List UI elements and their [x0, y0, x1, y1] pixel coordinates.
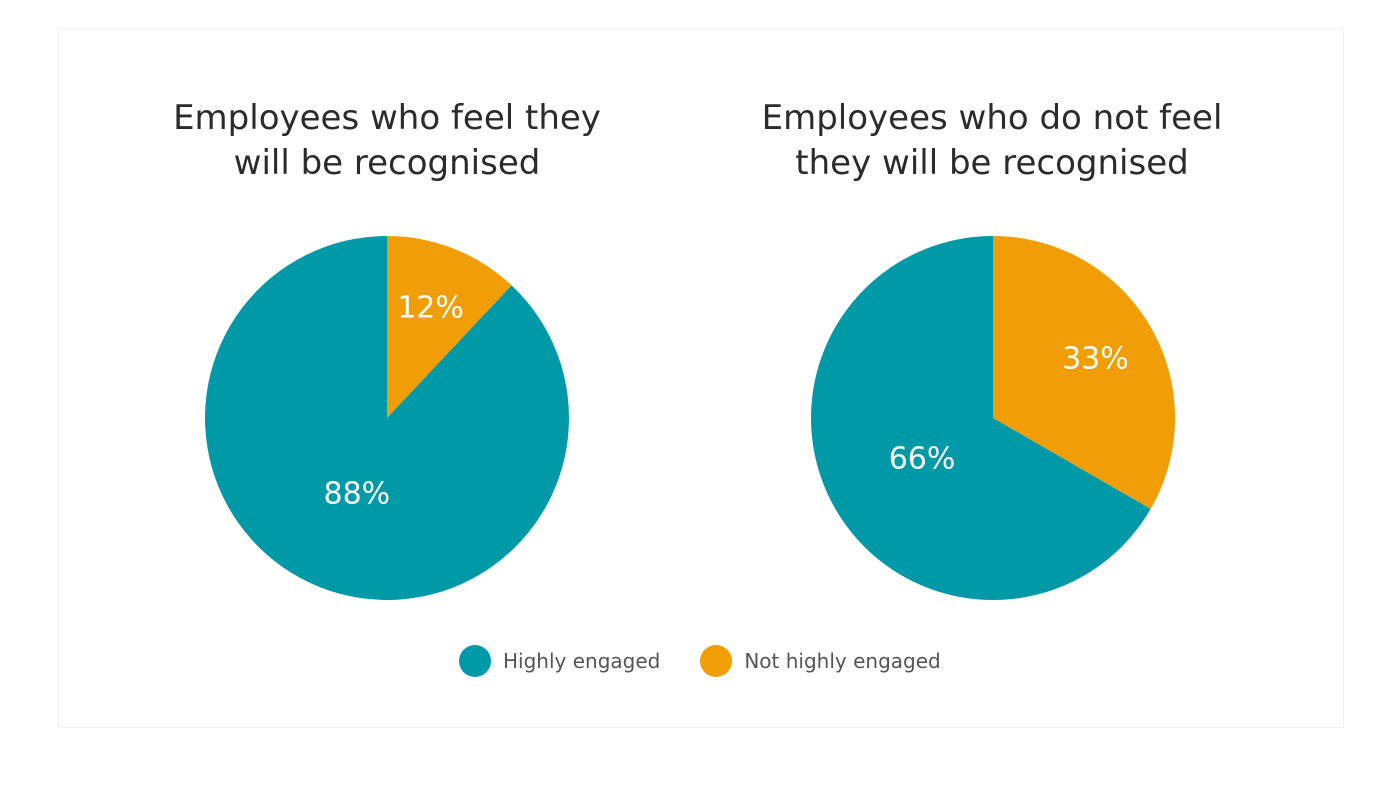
pie-slice-left-highly-engaged: [205, 236, 570, 600]
pie-slice-right-not-highly-engaged: [993, 236, 1175, 509]
legend-item-highly-engaged: Highly engaged: [459, 645, 660, 677]
chart-title-left-line-2: will be recognised: [233, 143, 541, 183]
pie-data-label-left-not-highly-engaged: 12%: [397, 291, 464, 326]
pie-data-label-right-highly-engaged: 66%: [889, 441, 956, 476]
pie-chart-right: 33% 66%: [811, 236, 1175, 600]
chart-title-right-line-1: Employees who do not feel: [761, 98, 1223, 138]
chart-title-left-line-1: Employees who feel they: [173, 98, 601, 138]
chart-title-right: Employees who do not feel they will be r…: [712, 96, 1272, 186]
pie-data-label-right-not-highly-engaged: 33%: [1062, 341, 1129, 376]
pie-slice-left-not-highly-engaged: [387, 236, 512, 418]
legend-label-not-highly-engaged: Not highly engaged: [744, 649, 941, 673]
pie-data-label-left-highly-engaged: 88%: [324, 477, 391, 512]
chart-title-right-line-2: they will be recognised: [795, 143, 1189, 183]
legend-swatch-not-highly-engaged: [700, 645, 733, 677]
legend-item-not-highly-engaged: Not highly engaged: [700, 645, 941, 677]
pie-chart-left: 12% 88%: [205, 236, 570, 600]
chart-legend: Highly engaged Not highly engaged: [459, 645, 981, 677]
legend-swatch-highly-engaged: [459, 645, 491, 677]
chart-title-left: Employees who feel they will be recognis…: [107, 96, 667, 186]
pie-slice-right-highly-engaged: [811, 236, 1151, 600]
legend-label-highly-engaged: Highly engaged: [503, 649, 661, 673]
